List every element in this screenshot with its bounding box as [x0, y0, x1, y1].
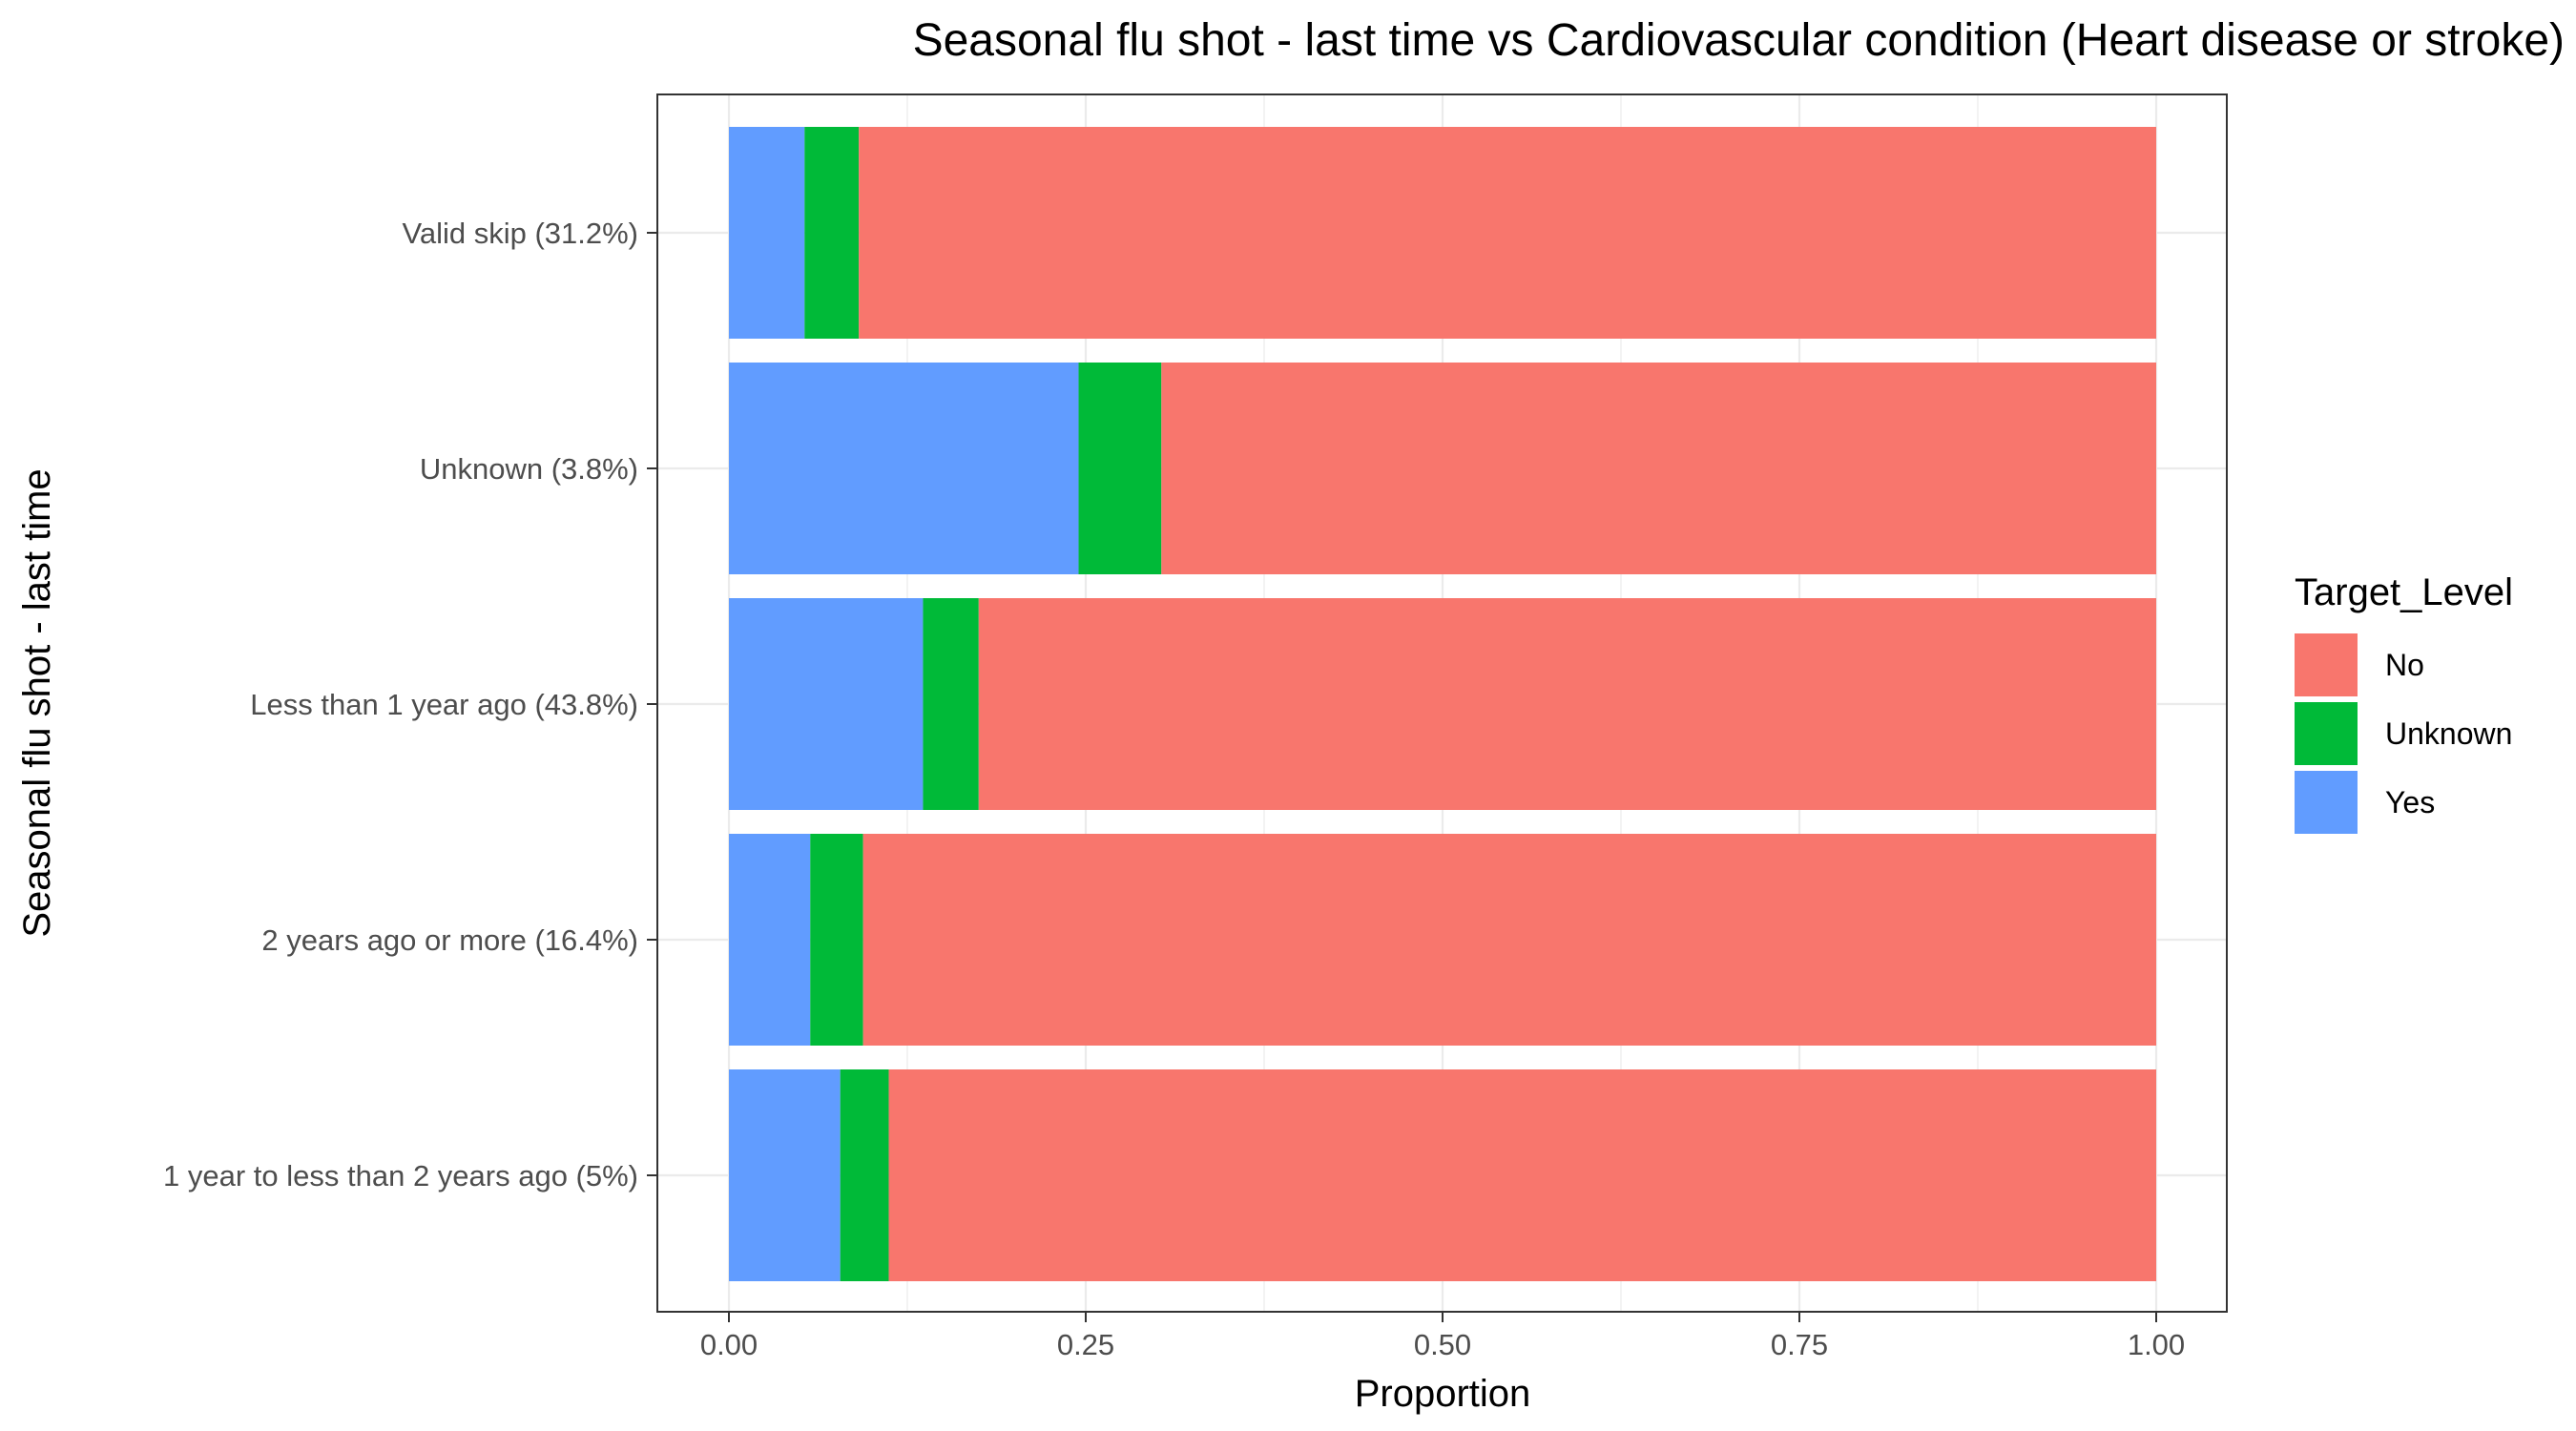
y-tick-label: Less than 1 year ago (43.8%)	[250, 688, 638, 721]
bar-segment-yes	[729, 834, 811, 1046]
y-tick-label: Unknown (3.8%)	[420, 452, 638, 486]
bar-segment-yes	[729, 127, 805, 339]
bars	[729, 127, 2156, 1281]
y-tick-label: 2 years ago or more (16.4%)	[261, 923, 638, 957]
legend-title: Target_Level	[2295, 571, 2513, 613]
y-axis-title: Seasonal flu shot - last time	[16, 468, 58, 937]
bar-segment-yes	[729, 598, 924, 810]
x-tick-label: 0.25	[1057, 1328, 1114, 1361]
x-tick-label: 0.50	[1414, 1328, 1471, 1361]
legend-key-no	[2295, 633, 2358, 696]
bar-segment-unknown	[810, 834, 863, 1046]
legend-label-unknown: Unknown	[2385, 716, 2512, 751]
bar-segment-unknown	[923, 598, 979, 810]
legend-label-yes: Yes	[2385, 785, 2435, 819]
x-axis-title: Proportion	[1355, 1373, 1531, 1415]
bar-segment-yes	[729, 1069, 841, 1281]
bar-segment-no	[859, 127, 2156, 339]
x-axis: 0.00 0.25 0.50 0.75 1.00	[700, 1312, 2185, 1361]
bar-segment-yes	[729, 363, 1079, 574]
bar-segment-no	[1161, 363, 2156, 574]
legend-key-unknown	[2295, 702, 2358, 765]
bar-segment-unknown	[1078, 363, 1162, 574]
legend-label-no: No	[2385, 648, 2424, 682]
legend: Target_Level No Unknown Yes	[2295, 571, 2513, 834]
chart-title: Seasonal flu shot - last time vs Cardiov…	[913, 15, 2565, 66]
bar-segment-unknown	[804, 127, 860, 339]
x-tick-label: 1.00	[2128, 1328, 2185, 1361]
y-axis: Valid skip (31.2%) Unknown (3.8%) Less tha…	[163, 217, 657, 1192]
bar-segment-no	[862, 834, 2156, 1046]
legend-key-yes	[2295, 771, 2358, 834]
bar-segment-no	[888, 1069, 2156, 1281]
bar-segment-no	[978, 598, 2156, 810]
y-tick-label: 1 year to less than 2 years ago (5%)	[163, 1159, 638, 1192]
y-tick-label: Valid skip (31.2%)	[402, 217, 638, 250]
x-tick-label: 0.00	[700, 1328, 758, 1361]
bar-segment-unknown	[840, 1069, 889, 1281]
x-tick-label: 0.75	[1771, 1328, 1828, 1361]
